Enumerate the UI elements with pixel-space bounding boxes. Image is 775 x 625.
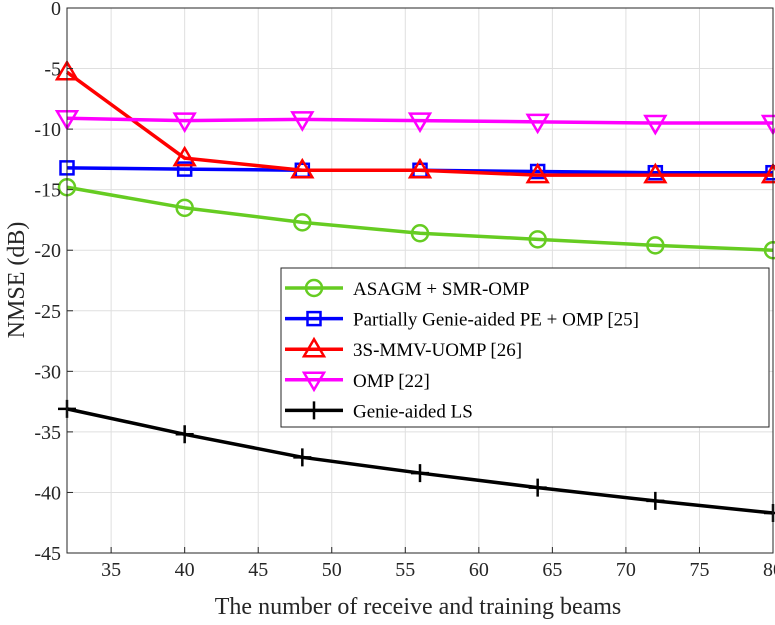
- data-point: [293, 213, 312, 232]
- x-tick-label: 75: [689, 559, 709, 581]
- data-point: [525, 162, 550, 184]
- data-point: [175, 198, 194, 218]
- x-axis-label: The number of receive and training beams: [215, 594, 622, 620]
- series-line: [65, 70, 773, 177]
- data-point: [643, 162, 668, 184]
- legend-marker: [301, 371, 327, 393]
- y-tick-label: -35: [34, 422, 61, 444]
- data-point: [407, 112, 433, 134]
- legend-label: ASAGM + SMR-OMP: [353, 279, 529, 300]
- data-point: [643, 114, 668, 136]
- data-point: [525, 113, 550, 135]
- data-point: [646, 236, 665, 255]
- x-tick-label: 35: [101, 559, 121, 581]
- tick-labels: 35 40 45 50 55 60 65 70 75 80 0 -5 -10 -15 -20 -25 -30 -3…: [34, 0, 775, 581]
- y-tick-label: -40: [34, 482, 61, 504]
- data-point: [175, 425, 194, 444]
- y-tick-label: -20: [34, 240, 61, 262]
- x-tick-label: 60: [469, 559, 489, 581]
- x-tick-label: 40: [175, 559, 195, 581]
- legend-label: Genie-aided LS: [353, 401, 473, 422]
- legend-marker: [306, 310, 322, 327]
- y-axis-label: NMSE (dB): [4, 222, 30, 339]
- data-point: [290, 157, 315, 179]
- legend-box: [280, 267, 770, 428]
- y-tick-label: 0: [51, 0, 61, 20]
- data-point: [172, 145, 197, 167]
- x-tick-label: 45: [248, 559, 268, 581]
- x-tick-label: 65: [542, 559, 562, 581]
- legend-label: OMP [22]: [353, 371, 430, 392]
- series-layer: [54, 59, 775, 523]
- legend: ASAGM + SMR-OMP Partially Genie-aided PE …: [280, 267, 770, 428]
- legend-marker: [301, 336, 327, 358]
- data-point: [410, 224, 430, 243]
- legend-item: ASAGM + SMR-OMP: [285, 278, 529, 300]
- series-line: [66, 185, 774, 252]
- data-point: [646, 491, 665, 510]
- data-point: [172, 112, 197, 134]
- legend-marker: [305, 401, 323, 420]
- y-tick-label: -45: [34, 543, 61, 565]
- legend-label: Partially Genie-aided PE + OMP [25]: [353, 310, 639, 331]
- y-tick-label: -5: [44, 59, 61, 81]
- legend-item: Partially Genie-aided PE + OMP [25]: [285, 310, 639, 331]
- data-point: [293, 448, 312, 467]
- x-tick-label: 55: [395, 559, 415, 581]
- data-point: [528, 478, 547, 497]
- y-tick-label: -25: [34, 301, 61, 323]
- data-point: [407, 157, 433, 179]
- series-line: [66, 116, 773, 125]
- legend-label: 3S-MMV-UOMP [26]: [353, 340, 522, 361]
- x-tick-label: 70: [616, 559, 636, 581]
- data-point: [528, 230, 547, 249]
- y-tick-label: -30: [34, 361, 61, 383]
- y-tick-label: -15: [34, 180, 61, 202]
- data-point: [290, 111, 315, 132]
- y-tick-label: -10: [34, 119, 61, 141]
- legend-item: Genie-aided LS: [285, 401, 473, 422]
- data-point: [176, 161, 193, 177]
- legend-item: 3S-MMV-UOMP [26]: [285, 336, 522, 361]
- plot-frame: [66, 7, 774, 554]
- x-tick-label: 80: [763, 559, 775, 581]
- series-1: [57, 177, 775, 260]
- x-tick-label: 50: [322, 559, 342, 581]
- legend-item: OMP [22]: [285, 371, 430, 393]
- data-point: [411, 464, 429, 483]
- legend-marker: [304, 278, 324, 298]
